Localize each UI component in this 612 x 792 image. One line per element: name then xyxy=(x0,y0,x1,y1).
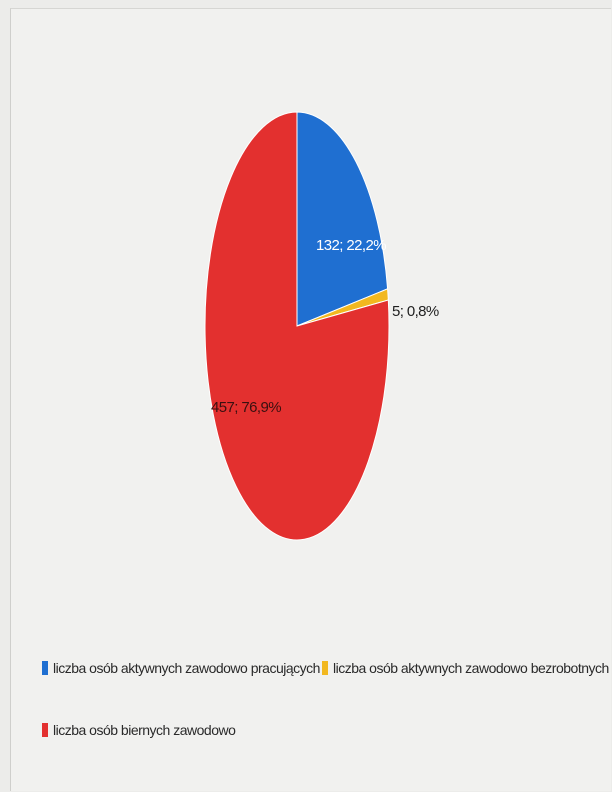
slice-bierni xyxy=(204,111,390,541)
legend-item-bezrobotni: liczba osób aktywnych zawodowo bezrobotn… xyxy=(322,660,609,676)
legend-swatch-pracujacy xyxy=(42,661,48,675)
slice-pracujacy xyxy=(296,111,389,327)
legend-swatch-bierni xyxy=(42,723,48,737)
legend-item-bierni: liczba osób biernych zawodowo xyxy=(42,722,236,738)
legend-label-bierni: liczba osób biernych zawodowo xyxy=(53,722,236,738)
legend-swatch-bezrobotni xyxy=(322,661,328,675)
slice-label-bezrobotni: 5; 0,8% xyxy=(392,303,439,320)
legend-label-bezrobotni: liczba osób aktywnych zawodowo bezrobotn… xyxy=(333,660,609,676)
legend-item-pracujacy: liczba osób aktywnych zawodowo pracujący… xyxy=(42,660,320,676)
slice-label-bierni: 457; 76,9% xyxy=(211,399,281,416)
legend-label-pracujacy: liczba osób aktywnych zawodowo pracujący… xyxy=(53,660,320,676)
slice-label-pracujacy: 132; 22,2% xyxy=(316,237,386,254)
